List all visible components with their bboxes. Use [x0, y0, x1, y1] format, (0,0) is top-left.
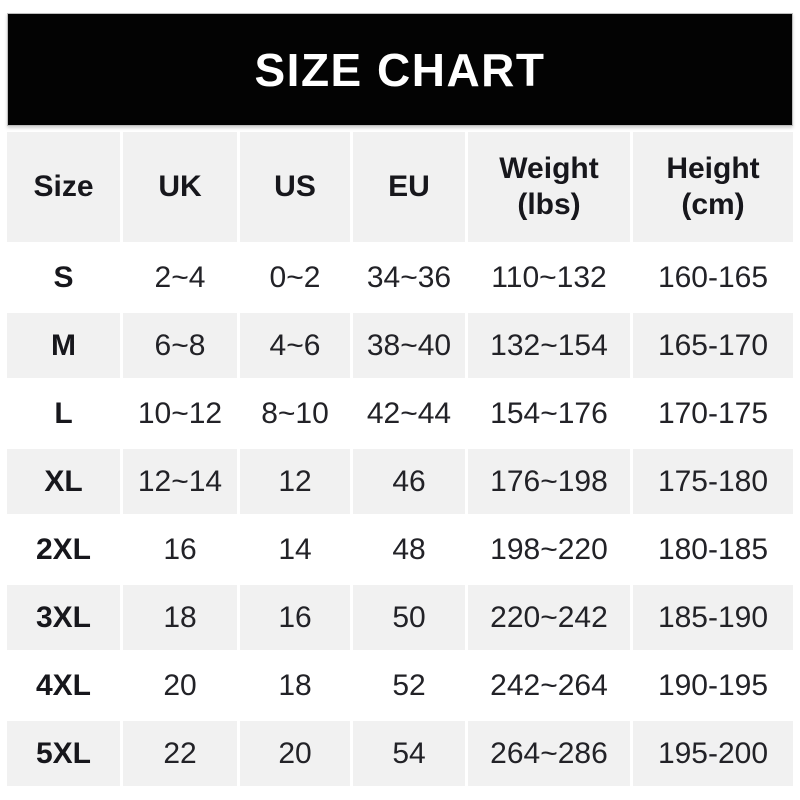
cell-eu-5xl: 54	[353, 721, 465, 786]
cell-size-m: M	[7, 313, 120, 378]
cell-height-l: 170-175	[633, 381, 793, 446]
cell-uk-4xl: 20	[123, 653, 237, 718]
cell-eu-l: 42~44	[353, 381, 465, 446]
cell-size-l: L	[7, 381, 120, 446]
cell-size-4xl: 4XL	[7, 653, 120, 718]
cell-size-xl: XL	[7, 449, 120, 514]
header-height-unit: (cm)	[681, 188, 745, 221]
cell-uk-2xl: 16	[123, 517, 237, 582]
cell-weight-5xl: 264~286	[468, 721, 630, 786]
cell-us-4xl: 18	[240, 653, 350, 718]
cell-size-3xl: 3XL	[7, 585, 120, 650]
cell-us-s: 0~2	[240, 245, 350, 310]
cell-height-3xl: 185-190	[633, 585, 793, 650]
cell-uk-3xl: 18	[123, 585, 237, 650]
cell-height-2xl: 180-185	[633, 517, 793, 582]
cell-uk-l: 10~12	[123, 381, 237, 446]
size-table: Size UK US EU Weight (lbs) Height (cm) S…	[7, 132, 793, 786]
cell-us-l: 8~10	[240, 381, 350, 446]
cell-eu-m: 38~40	[353, 313, 465, 378]
cell-weight-4xl: 242~264	[468, 653, 630, 718]
cell-weight-3xl: 220~242	[468, 585, 630, 650]
cell-size-2xl: 2XL	[7, 517, 120, 582]
header-cell-us: US	[240, 132, 350, 242]
cell-us-m: 4~6	[240, 313, 350, 378]
cell-eu-xl: 46	[353, 449, 465, 514]
cell-weight-xl: 176~198	[468, 449, 630, 514]
title-banner: SIZE CHART	[7, 13, 793, 126]
cell-size-s: S	[7, 245, 120, 310]
header-weight-unit: (lbs)	[517, 188, 581, 221]
header-cell-eu: EU	[353, 132, 465, 242]
cell-uk-5xl: 22	[123, 721, 237, 786]
header-cell-weight: Weight (lbs)	[468, 132, 630, 242]
header-cell-height: Height (cm)	[633, 132, 793, 242]
cell-height-m: 165-170	[633, 313, 793, 378]
cell-height-s: 160-165	[633, 245, 793, 310]
header-height-label: Height	[666, 152, 760, 185]
cell-eu-2xl: 48	[353, 517, 465, 582]
cell-uk-xl: 12~14	[123, 449, 237, 514]
cell-uk-s: 2~4	[123, 245, 237, 310]
header-cell-uk: UK	[123, 132, 237, 242]
cell-height-4xl: 190-195	[633, 653, 793, 718]
cell-weight-m: 132~154	[468, 313, 630, 378]
cell-size-5xl: 5XL	[7, 721, 120, 786]
cell-uk-m: 6~8	[123, 313, 237, 378]
cell-eu-3xl: 50	[353, 585, 465, 650]
cell-us-xl: 12	[240, 449, 350, 514]
page-title: SIZE CHART	[254, 43, 546, 96]
header-cell-size: Size	[7, 132, 120, 242]
cell-us-3xl: 16	[240, 585, 350, 650]
cell-height-xl: 175-180	[633, 449, 793, 514]
cell-weight-s: 110~132	[468, 245, 630, 310]
cell-us-2xl: 14	[240, 517, 350, 582]
cell-weight-l: 154~176	[468, 381, 630, 446]
cell-eu-4xl: 52	[353, 653, 465, 718]
cell-eu-s: 34~36	[353, 245, 465, 310]
cell-height-5xl: 195-200	[633, 721, 793, 786]
header-weight-label: Weight	[499, 152, 599, 185]
cell-weight-2xl: 198~220	[468, 517, 630, 582]
cell-us-5xl: 20	[240, 721, 350, 786]
